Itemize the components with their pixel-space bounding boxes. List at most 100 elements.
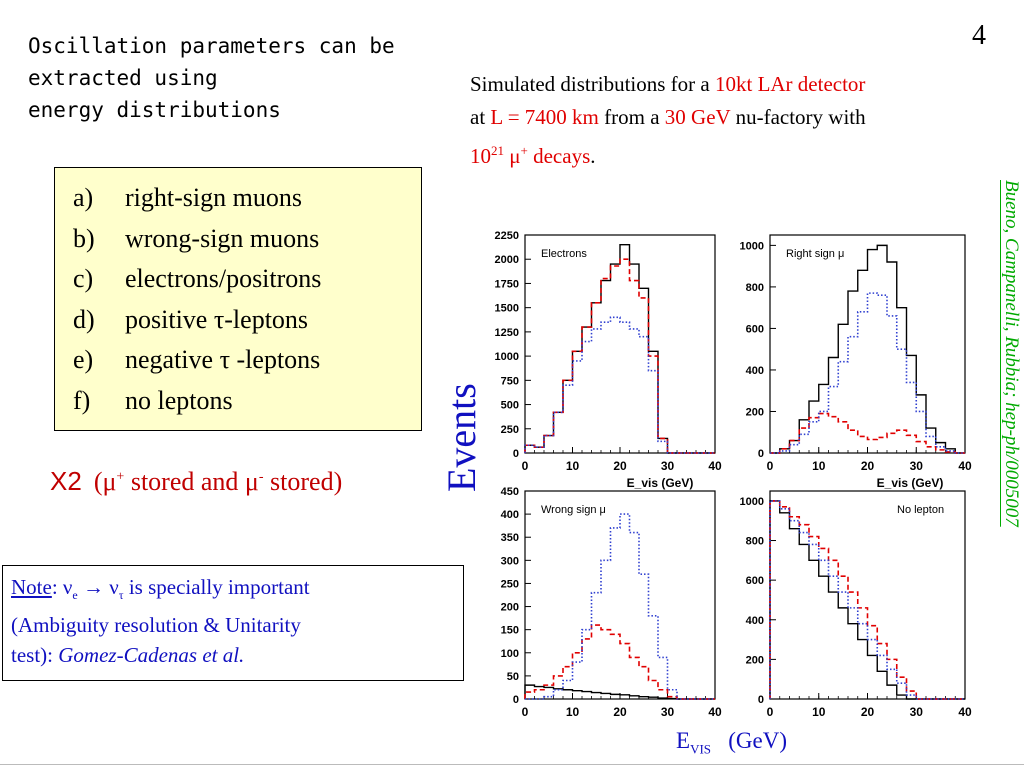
x-tick-label: 20	[613, 705, 627, 719]
histogram-black-series	[769, 500, 965, 700]
slide-title: Oscillation parameters can be extracted …	[28, 30, 448, 126]
list-item: b) wrong-sign muons	[73, 219, 421, 260]
title-line-3: energy distributions	[28, 98, 281, 122]
x-tick-label: 0	[767, 459, 774, 473]
y-tick-label: 150	[501, 625, 519, 637]
desc-mu: μ	[504, 144, 521, 168]
y-tick-label: 250	[501, 578, 519, 590]
histogram-black-series	[770, 244, 965, 454]
desc-energy: 30 GeV	[664, 105, 731, 129]
desc-exponent: 21	[491, 143, 504, 158]
y-tick-label: 50	[507, 671, 519, 683]
note-reference: Gomez-Cadenas et al.	[58, 643, 245, 668]
panel-title: No lepton	[897, 504, 944, 516]
list-item: c) electrons/positrons	[73, 259, 421, 300]
x-tick-label: 30	[910, 705, 924, 719]
x-tick-label: 30	[661, 459, 675, 473]
panel-title: Wrong sign μ	[541, 504, 606, 516]
x-tick-label: 40	[708, 705, 722, 719]
y-tick-label: 1000	[740, 240, 764, 252]
y-tick-label: 250	[501, 424, 519, 436]
desc-text: nu-factory with	[730, 105, 866, 129]
histogram-blue-series	[524, 316, 715, 454]
y-tick-label: 400	[746, 365, 764, 377]
histogram-red-series	[524, 624, 715, 700]
citation: Bueno, Campanelli, Rubbia; hep-ph/000500…	[1001, 180, 1022, 527]
x-tick-label: 0	[767, 705, 774, 719]
y-tick-label: 300	[501, 555, 519, 567]
y-tick-label: 500	[501, 400, 519, 412]
list-text: no leptons	[125, 385, 233, 415]
list-marker: a)	[73, 183, 94, 212]
title-line-2: extracted using	[28, 66, 218, 90]
histogram-blue-series	[769, 500, 965, 700]
desc-detector: 10kt LAr detector	[714, 72, 866, 96]
y-tick-label: 800	[746, 536, 764, 548]
y-tick-label: 400	[746, 615, 764, 627]
x-tick-label: 20	[613, 459, 627, 473]
bottom-divider	[0, 764, 1024, 765]
y-tick-label: 750	[501, 375, 519, 387]
y-tick-label: 1000	[740, 496, 764, 508]
y-tick-label: 800	[746, 282, 764, 294]
list-text: wrong-sign muons	[125, 223, 320, 253]
y-tick-label: 100	[501, 648, 519, 660]
histogram-blue-series	[525, 513, 715, 700]
histogram-red-series	[770, 412, 965, 454]
y-tick-label: 2000	[495, 254, 519, 266]
panel-frame	[524, 490, 716, 700]
desc-ten: 10	[470, 144, 491, 168]
list-item: e) negative τ -leptons	[73, 340, 421, 381]
list-marker: b)	[73, 223, 95, 253]
x-tick-label: 30	[661, 705, 675, 719]
y-tick-label: 600	[746, 575, 764, 587]
list-item: f) no leptons	[73, 381, 421, 422]
title-line-1: Oscillation parameters can be	[28, 34, 395, 58]
x2-text: stored and μ	[124, 467, 259, 496]
y-tick-label: 200	[746, 406, 764, 418]
evis-axis-label: EVIS (GeV)	[676, 728, 787, 758]
x-tick-label: 10	[812, 459, 826, 473]
x-tick-label: 40	[708, 459, 722, 473]
y-tick-label: 400	[501, 509, 519, 521]
list-text: electrons/positrons	[125, 264, 322, 293]
desc-text: from a	[598, 105, 665, 129]
histogram-blue-series	[770, 292, 965, 454]
evis-sub: VIS	[690, 741, 712, 757]
desc-decays-word: decays	[527, 144, 591, 168]
y-tick-label: 2250	[495, 230, 519, 242]
x2-text: stored)	[263, 467, 343, 496]
x-tick-label: 20	[861, 705, 875, 719]
desc-text: Simulated distributions for a	[470, 72, 715, 96]
note-sub: τ	[118, 588, 124, 603]
note-nu: ν	[57, 575, 73, 599]
note-colon: :	[51, 575, 58, 599]
y-tick-label: 350	[501, 532, 519, 544]
y-tick-label: 0	[758, 694, 764, 706]
y-tick-label: 1000	[495, 351, 519, 363]
note-arrow: → ν	[77, 575, 119, 599]
desc-mu-charge: +	[520, 143, 528, 158]
x-tick-label: 0	[522, 459, 529, 473]
x-axis-label: E_vis (GeV)	[877, 476, 944, 490]
list-marker: f)	[73, 385, 91, 415]
x-tick-label: 10	[566, 705, 580, 719]
list-item: a) right-sign muons	[73, 178, 421, 219]
evis-unit: (GeV)	[728, 728, 788, 753]
desc-text: at	[470, 105, 491, 129]
y-tick-label: 450	[501, 486, 519, 498]
y-tick-label: 200	[501, 602, 519, 614]
y-tick-label: 600	[746, 323, 764, 335]
y-tick-label: 0	[758, 448, 764, 460]
list-marker: e)	[73, 345, 94, 374]
desc-period: .	[590, 144, 596, 168]
note-line-1: Note: νe → ντ is specially important	[11, 572, 455, 610]
list-text: positive τ-leptons	[125, 304, 309, 334]
x2-statement: X2 (μ+ stored and μ- stored)	[50, 466, 342, 497]
x2-sup: +	[116, 469, 125, 485]
note-text: is specially important	[123, 575, 310, 599]
note-text: test):	[11, 643, 59, 668]
note-box: Note: νe → ντ is specially important (Am…	[2, 565, 464, 681]
x-tick-label: 0	[522, 705, 529, 719]
panel-title: Electrons	[541, 248, 587, 260]
